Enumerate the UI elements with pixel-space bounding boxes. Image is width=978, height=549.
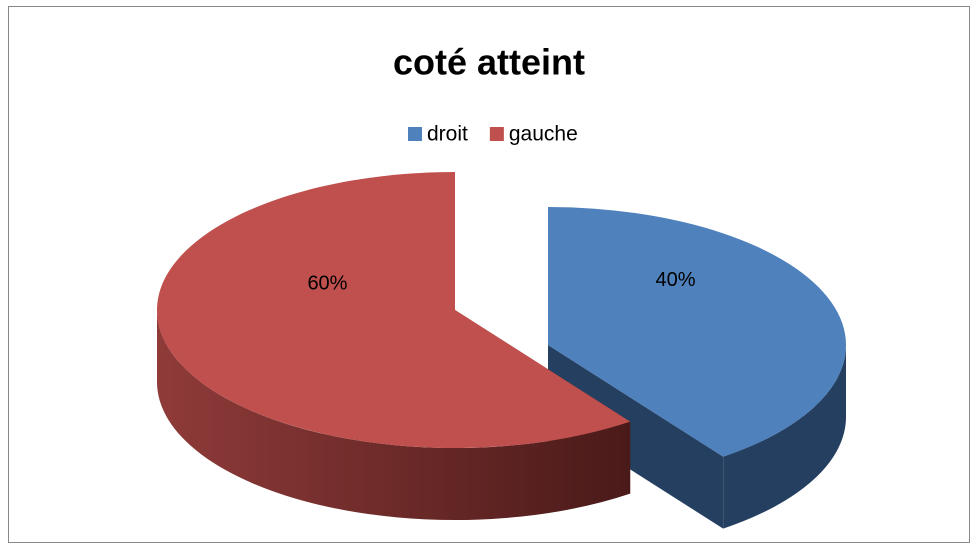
legend-label: droit — [427, 123, 468, 146]
legend: droit gauche — [408, 123, 578, 146]
pie: 40% 60% — [156, 172, 847, 529]
data-label: 60% — [307, 272, 347, 294]
slice-face — [548, 345, 724, 529]
slice — [156, 172, 631, 448]
legend-label: gauche — [509, 123, 578, 146]
legend-swatch — [408, 127, 422, 141]
slice — [548, 207, 847, 457]
chart-title: coté atteint — [393, 42, 585, 83]
slice-side — [157, 310, 631, 520]
legend-swatch — [489, 127, 504, 141]
slice-side — [723, 345, 847, 529]
data-label: 40% — [656, 269, 696, 291]
